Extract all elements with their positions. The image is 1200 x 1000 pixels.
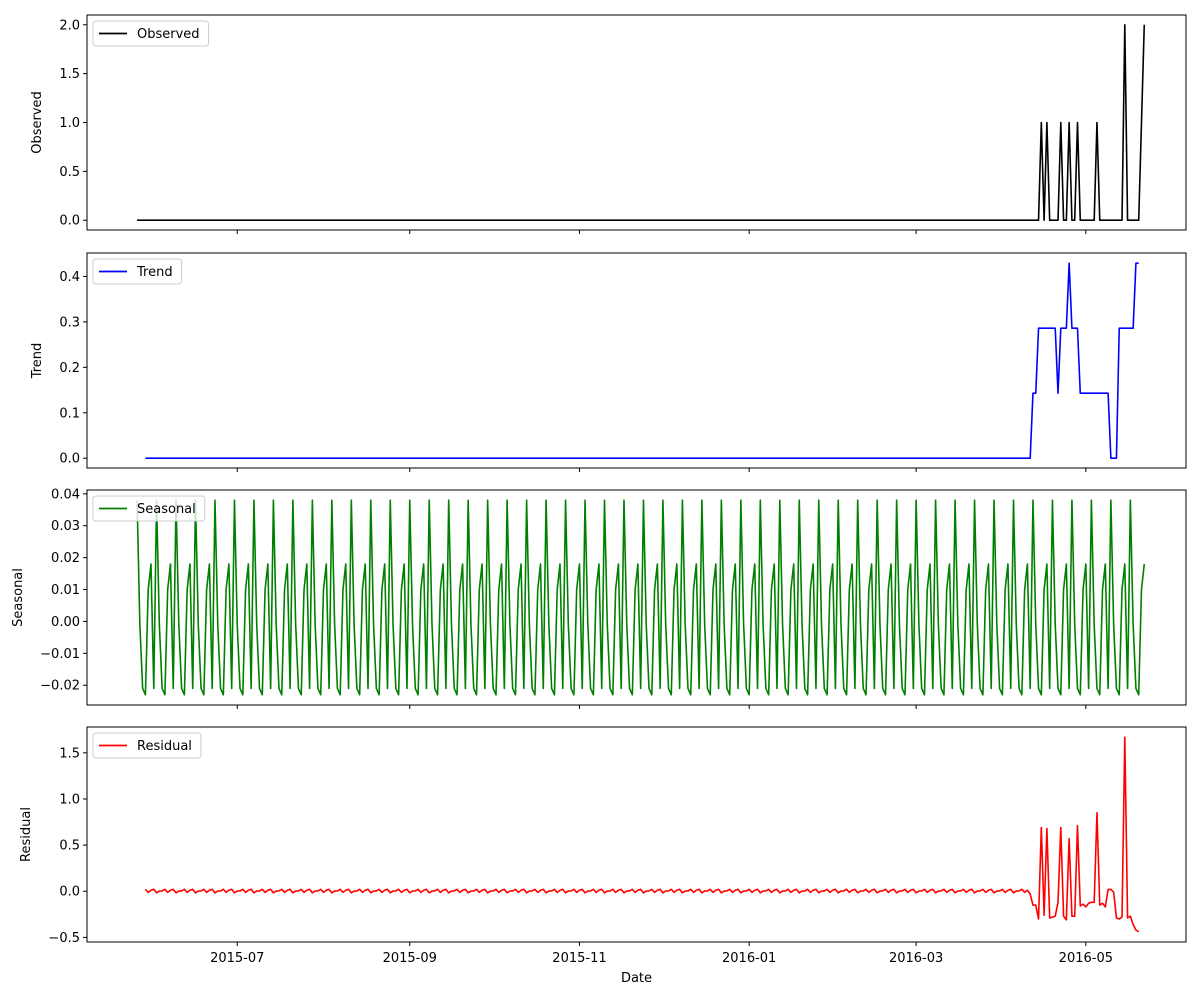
xtick-label: 2016-05 <box>1059 951 1113 966</box>
legend-box <box>92 732 202 759</box>
seasonal-ylabel: Seasonal <box>11 568 26 627</box>
xtick-label: 2015-07 <box>210 951 264 966</box>
trend-panel: 0.0 0.1 0.2 0.3 0.4 Trend Trend <box>30 252 1187 472</box>
legend-label: Observed <box>137 27 200 42</box>
xtick-label: 2015-09 <box>383 951 437 966</box>
residual-ylabel: Residual <box>19 807 34 862</box>
observed-panel: 0.0 0.5 1.0 1.5 2.0 Observed Observed <box>30 14 1187 234</box>
trend-ylabel: Trend <box>30 343 45 380</box>
trend-series-line <box>145 262 1139 460</box>
residual-ytick-label: 0.0 <box>59 885 80 900</box>
legend-label: Residual <box>137 739 192 754</box>
residual-series-line <box>144 736 1140 933</box>
residual-ytick-label: −0.5 <box>48 931 80 946</box>
observed-ytick-label: 0.0 <box>59 214 80 229</box>
seasonal-series-line <box>136 499 1146 696</box>
trend-ytick-label: 0.1 <box>59 406 80 421</box>
seasonal-ytick-label: −0.01 <box>40 647 80 662</box>
observed-legend: Observed <box>92 20 210 47</box>
trend-ytick-label: 0.0 <box>59 452 80 467</box>
seasonal-axes-frame <box>86 489 1187 706</box>
xtick-label: 2016-03 <box>889 951 943 966</box>
seasonal-panel: −0.02 −0.01 0.00 0.01 0.02 0.03 0.04 Seasonal Se… <box>11 487 1187 709</box>
trend-legend: Trend <box>92 258 183 285</box>
trend-ytick-label: 0.3 <box>59 315 80 330</box>
observed-ytick-label: 0.5 <box>59 165 80 180</box>
trend-ytick-label: 0.2 <box>59 361 80 376</box>
xtick-label: 2015-11 <box>552 951 606 966</box>
observed-ylabel: Observed <box>30 91 45 154</box>
xlabel: Date <box>621 971 652 986</box>
seasonal-ytick-label: 0.01 <box>51 583 80 598</box>
seasonal-ytick-label: 0.04 <box>51 487 80 502</box>
seasonal-ytick-label: −0.02 <box>40 679 80 694</box>
xtick-label: 2016-01 <box>722 951 776 966</box>
observed-series-line <box>137 23 1146 222</box>
observed-axes-frame <box>86 14 1187 231</box>
seasonal-ytick-label: 0.02 <box>51 551 80 566</box>
seasonal-ytick-label: 0.00 <box>51 615 80 630</box>
seasonal-legend: Seasonal <box>92 495 206 522</box>
legend-box <box>92 258 183 285</box>
residual-ytick-label: 1.5 <box>59 746 80 761</box>
trend-axes-frame <box>86 252 1187 469</box>
seasonal-ytick-label: 0.03 <box>51 519 80 534</box>
residual-ytick-label: 1.0 <box>59 792 80 807</box>
legend-box <box>92 20 210 47</box>
residual-axes-frame <box>86 726 1187 943</box>
residual-legend: Residual <box>92 732 202 759</box>
observed-ytick-label: 1.0 <box>59 116 80 131</box>
residual-panel: −0.5 0.0 0.5 1.0 1.5 2015-07 2015-09 2015-11 201… <box>19 726 1187 966</box>
observed-ytick-label: 1.5 <box>59 67 80 82</box>
legend-label: Seasonal <box>137 502 196 517</box>
trend-ytick-label: 0.4 <box>59 270 80 285</box>
residual-ytick-label: 0.5 <box>59 839 80 854</box>
legend-box <box>92 495 206 522</box>
legend-label: Trend <box>136 265 173 280</box>
observed-ytick-label: 2.0 <box>59 18 80 33</box>
